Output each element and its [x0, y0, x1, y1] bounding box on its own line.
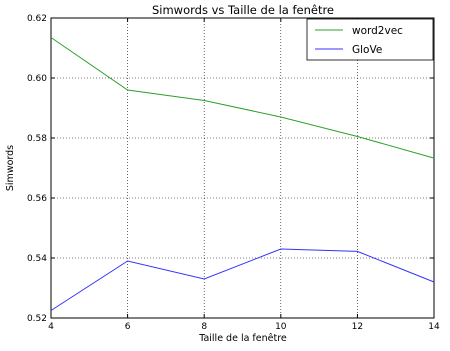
x-axis-label: Taille de la fenêtre	[198, 333, 287, 344]
series-lines	[50, 37, 435, 311]
chart-title: Simwords vs Taille de la fenêtre	[152, 3, 334, 17]
x-tick-label: 4	[48, 322, 54, 332]
legend-label-word2vec: word2vec	[352, 25, 403, 37]
y-tick-label: 0.54	[27, 254, 47, 264]
axis-ticks: 4 6 8 10 12 14 0.52 0.54 0.56 0.58 0.60 0.62	[27, 14, 440, 332]
legend: word2vec GloVe	[306, 18, 434, 61]
y-tick-label: 0.56	[27, 194, 47, 204]
y-tick-label: 0.52	[27, 314, 47, 324]
y-tick-label: 0.58	[27, 134, 47, 144]
legend-label-glove: GloVe	[352, 44, 382, 56]
y-tick-label: 0.60	[27, 74, 47, 84]
grid-lines	[51, 18, 434, 318]
series-line-word2vec	[50, 37, 435, 159]
plot-area	[50, 17, 435, 319]
x-tick-label: 8	[201, 322, 207, 332]
y-axis-label: Simwords	[5, 145, 16, 191]
x-tick-label: 14	[428, 322, 440, 332]
series-line-glove	[50, 248, 435, 311]
x-tick-label: 6	[125, 322, 131, 332]
y-tick-label: 0.62	[27, 14, 47, 24]
x-tick-label: 12	[352, 322, 363, 332]
legend-box	[306, 18, 434, 61]
x-tick-label: 10	[275, 322, 287, 332]
